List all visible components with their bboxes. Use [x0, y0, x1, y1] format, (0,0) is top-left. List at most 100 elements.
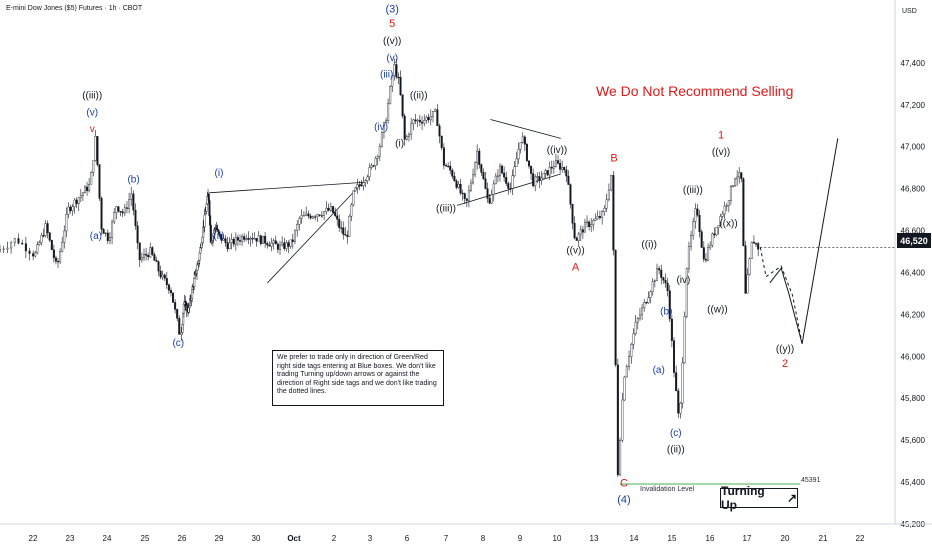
- candle-body: [403, 115, 406, 140]
- candle-body: [399, 76, 402, 95]
- candle-body: [117, 206, 120, 212]
- candle-body: [677, 390, 680, 414]
- candle-body: [725, 205, 728, 207]
- candle-body: [289, 239, 292, 247]
- candle-body: [750, 241, 753, 259]
- candle-body: [287, 242, 290, 247]
- candle-body: [44, 223, 47, 236]
- candle-body: [300, 215, 303, 219]
- candle-body: [425, 117, 428, 121]
- price-tick-label: 46,800: [901, 185, 926, 194]
- candle-body: [57, 260, 60, 263]
- candle-body: [463, 193, 466, 199]
- candle-body: [245, 238, 248, 240]
- time-tick-label: 22: [29, 534, 38, 543]
- candle-body: [536, 176, 539, 178]
- candle-body: [744, 245, 747, 294]
- candle-body: [675, 372, 678, 392]
- wave-label: (v): [86, 107, 98, 118]
- candle-body: [666, 282, 669, 291]
- candle-body: [113, 212, 116, 223]
- candle-body: [490, 194, 493, 204]
- candle-body: [172, 292, 175, 303]
- candle-body: [723, 205, 726, 215]
- candle-body: [467, 190, 470, 201]
- candle-body: [552, 166, 555, 169]
- candle-body: [612, 175, 615, 251]
- currency-label[interactable]: USD: [902, 8, 917, 15]
- candle-body: [366, 176, 369, 181]
- candle-body: [567, 175, 570, 185]
- wave-label: (iv): [676, 275, 690, 286]
- candle-body: [748, 258, 751, 275]
- candle-body: [559, 163, 562, 170]
- wave-label: (c): [670, 428, 682, 439]
- candle-body: [155, 260, 158, 262]
- candle-body: [370, 165, 373, 168]
- candle-body: [46, 223, 49, 234]
- candle-body: [641, 307, 644, 316]
- candle-body: [314, 216, 317, 218]
- candle-body: [81, 192, 84, 196]
- candle-body: [71, 206, 74, 211]
- candle-body: [662, 277, 665, 281]
- time-tick-label: 13: [590, 534, 599, 543]
- candle-body: [86, 186, 89, 192]
- candle-body: [742, 178, 745, 246]
- wave-label: ((ii)): [667, 445, 685, 456]
- candlestick-series: [0, 58, 760, 477]
- time-tick-label: 20: [781, 534, 790, 543]
- candle-body: [128, 199, 131, 209]
- candle-body: [79, 195, 82, 199]
- candle-body: [165, 278, 168, 285]
- candle-body: [142, 253, 145, 258]
- price-axis[interactable]: 47,400 47,200 47,000 46,800 46,600 46,400 46,2…: [894, 0, 926, 529]
- candle-body: [544, 170, 547, 174]
- candle-body: [274, 240, 277, 245]
- wave-labels: ((iii)) (v) v (a) (b) (c) (i) (ii) (3) 5 ((v)) (v) (…: [82, 4, 794, 506]
- candle-body: [159, 270, 162, 278]
- candle-body: [203, 214, 206, 227]
- candle-body: [434, 109, 437, 112]
- candle-body: [431, 110, 434, 117]
- trading-note: We prefer to trade only in direction of …: [272, 350, 444, 406]
- wave-label: (4): [617, 494, 630, 506]
- candle-body: [719, 216, 722, 226]
- candle-body: [350, 204, 353, 217]
- candle-body: [161, 274, 164, 278]
- candle-body: [442, 147, 445, 166]
- time-tick-label: 10: [553, 534, 562, 543]
- price-tick-label: 47,200: [901, 101, 926, 110]
- candle-body: [54, 257, 57, 262]
- candle-body: [132, 193, 135, 211]
- candle-body: [700, 231, 703, 248]
- candle-body: [395, 64, 398, 78]
- candle-body: [478, 150, 481, 165]
- candle-body: [588, 221, 591, 227]
- wave-label: v: [90, 124, 95, 135]
- wave-label: B: [610, 152, 617, 164]
- candle-body: [255, 238, 258, 242]
- candle-body: [61, 242, 64, 252]
- candle-body: [354, 187, 357, 192]
- candle-body: [550, 166, 553, 169]
- candle-body: [534, 176, 537, 187]
- candle-body: [513, 166, 516, 176]
- candle-body: [302, 215, 305, 217]
- candle-body: [498, 165, 501, 177]
- time-tick-label: 29: [215, 534, 224, 543]
- candle-body: [440, 135, 443, 148]
- candle-body: [509, 188, 512, 190]
- candle-body: [167, 284, 170, 291]
- price-tick-label: 45,600: [901, 436, 926, 445]
- channel-line: [209, 181, 363, 194]
- time-axis[interactable]: 22 23 24 25 26 29 30 Oct 2 3 6 7 8 9 10 13 14 15 16 17 20 21 2…: [0, 523, 932, 543]
- candle-body: [251, 237, 254, 240]
- candle-body: [416, 119, 419, 122]
- candle-body: [298, 218, 301, 225]
- candle-body: [532, 173, 535, 187]
- candle-body: [685, 268, 688, 317]
- candle-body: [530, 165, 533, 174]
- candle-body: [311, 216, 314, 219]
